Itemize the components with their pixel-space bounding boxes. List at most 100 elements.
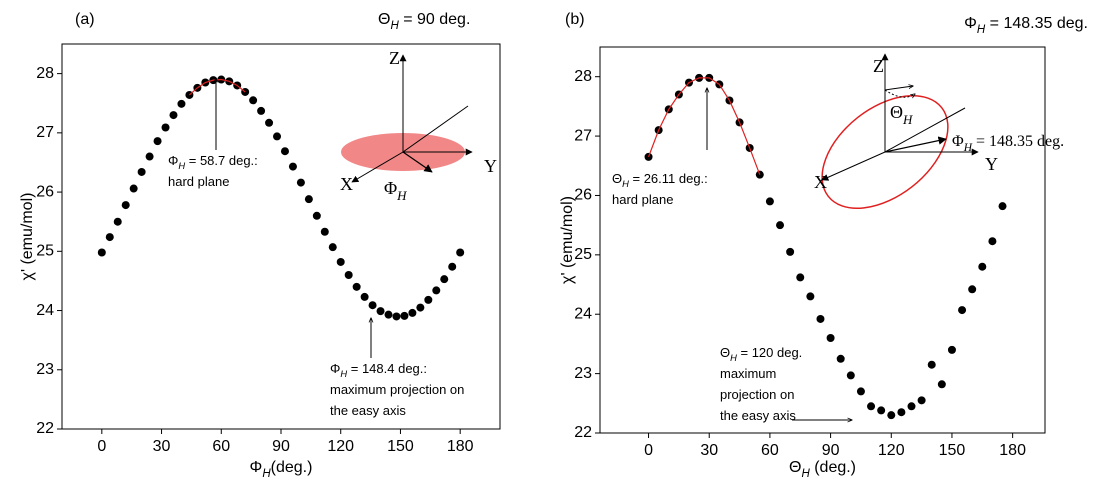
data-point — [887, 411, 896, 420]
annotation-part: Φ — [330, 361, 340, 376]
x-axis-label-part: (deg.) — [810, 459, 856, 476]
annotation-part: = 120 deg. — [737, 345, 802, 360]
x-tick-label: 120 — [878, 442, 905, 459]
data-point — [947, 345, 956, 354]
panel-title-part: Φ — [964, 15, 977, 32]
y-tick-label: 27 — [36, 124, 54, 141]
y-tick-label: 24 — [36, 302, 54, 319]
x-tick-label: 180 — [999, 442, 1026, 459]
data-point — [927, 360, 936, 369]
data-point — [392, 312, 401, 321]
inset-axis — [821, 151, 886, 181]
x-tick-label: 90 — [272, 438, 290, 455]
data-point — [296, 178, 305, 187]
data-point — [856, 387, 865, 396]
data-point — [988, 237, 997, 246]
x-tick-label: 120 — [327, 438, 354, 455]
inset-arc — [884, 89, 915, 97]
annotation: ΦH = 58.7 deg.: — [168, 153, 258, 171]
plot-frame — [61, 43, 501, 430]
y-tick-label: 22 — [36, 420, 54, 437]
annotation-part: Θ — [612, 171, 622, 186]
y-tick-label: 24 — [574, 305, 592, 322]
inset-angle-part: Φ — [384, 178, 397, 198]
panel-title-part: Θ — [378, 11, 390, 28]
data-point — [169, 111, 178, 120]
data-point — [907, 402, 916, 411]
y-tick-label: 23 — [574, 365, 592, 382]
data-point — [978, 262, 987, 271]
inset-angle-part: H — [902, 112, 913, 127]
inset-label: Z — [873, 56, 884, 76]
inset-axis — [351, 151, 404, 183]
data-point — [937, 380, 946, 389]
data-point — [897, 408, 906, 417]
data-point — [424, 295, 433, 304]
panel-label: (b) — [565, 11, 585, 28]
inset-plane — [821, 94, 949, 210]
data-point — [836, 354, 845, 363]
data-point — [153, 137, 162, 146]
data-point — [867, 402, 876, 411]
x-axis-label: ΦH(deg.) — [250, 459, 313, 480]
data-point — [280, 147, 289, 156]
data-point — [312, 211, 321, 220]
annotation-part: hard plane — [168, 174, 229, 189]
data-point — [145, 152, 154, 161]
data-point — [288, 162, 297, 171]
y-tick-label: 25 — [574, 246, 592, 263]
data-point — [448, 262, 457, 271]
y-tick-label: 28 — [36, 65, 54, 82]
data-point — [336, 257, 345, 266]
data-point — [998, 202, 1007, 211]
y-tick-label: 26 — [36, 183, 54, 200]
y-tick-label: 25 — [36, 243, 54, 260]
data-point — [137, 167, 146, 176]
data-point — [113, 217, 122, 226]
y-tick-label: 22 — [574, 424, 592, 441]
x-axis-label-part: (deg.) — [271, 459, 313, 476]
data-point — [765, 197, 774, 206]
annotation: the easy axis — [330, 403, 406, 418]
x-tick-label: 90 — [822, 442, 840, 459]
y-tick-label: 23 — [36, 361, 54, 378]
x-tick-label: 30 — [153, 438, 171, 455]
data-point — [360, 292, 369, 301]
inset-field-part: = 148.35 deg. — [972, 133, 1064, 150]
fit-line — [647, 77, 761, 175]
data-point — [968, 285, 977, 294]
annotation: the easy axis — [720, 408, 796, 423]
x-tick-label: 30 — [700, 442, 718, 459]
inset-angle-part: Θ — [890, 102, 903, 122]
annotation-part: H — [622, 179, 629, 189]
annotation-part: H — [730, 353, 737, 363]
panel-title-part: H — [390, 20, 399, 32]
y-tick-label: 26 — [574, 187, 592, 204]
data-point — [816, 314, 825, 323]
annotation-part: Θ — [720, 345, 730, 360]
inset-angle: ΦH — [384, 178, 407, 203]
data-point — [806, 292, 815, 301]
data-point — [161, 123, 170, 132]
data-point — [97, 248, 106, 257]
data-point — [368, 301, 377, 310]
data-point — [249, 96, 258, 105]
inset-angle: ΘH — [890, 102, 913, 127]
x-axis-label: ΘH (deg.) — [789, 459, 856, 480]
y-axis-label: χ' (emu/mol) — [559, 196, 576, 284]
x-axis-label-part: H — [801, 468, 810, 480]
x-tick-label: 60 — [212, 438, 230, 455]
data-point — [376, 307, 385, 316]
x-axis-label-part: H — [262, 468, 271, 480]
x-tick-label: 0 — [644, 442, 653, 459]
annotation: ΘH = 26.11 deg.: — [612, 171, 708, 189]
data-point — [416, 303, 425, 312]
data-point — [352, 282, 361, 291]
annotation: maximum — [720, 366, 776, 381]
annotation-part: hard plane — [612, 192, 673, 207]
data-point — [432, 286, 441, 295]
x-tick-label: 150 — [387, 438, 414, 455]
annotation-part: = 58.7 deg.: — [185, 153, 258, 168]
x-axis-label-part: Θ — [789, 459, 801, 476]
data-point — [877, 406, 886, 415]
